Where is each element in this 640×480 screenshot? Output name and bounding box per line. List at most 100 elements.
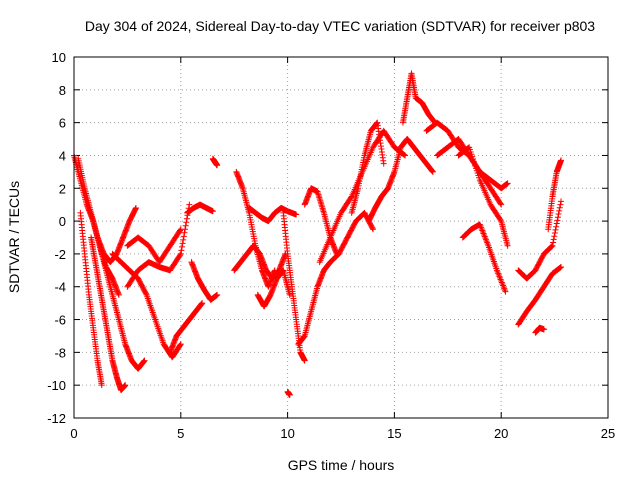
y-tick-label: -12 [47,411,66,426]
series-arc-13 [233,168,278,290]
data-point [554,214,561,221]
x-tick-label: 10 [280,426,294,441]
series-arc-22 [348,119,387,216]
series-arc-27 [455,144,511,249]
data-point [402,152,409,159]
series-arc-9 [167,300,206,356]
data-point [199,300,206,307]
y-tick-label: 10 [52,50,66,65]
data-point [286,291,293,298]
data-point [549,242,556,249]
data-point [497,216,504,223]
x-tick-label: 0 [70,426,77,441]
data-point [177,250,184,257]
chart-title: Day 304 of 2024, Sidereal Day-to-day VTE… [85,18,595,34]
data-point [553,220,560,227]
series-arc-24 [399,70,438,126]
data-point [177,227,184,234]
data-point [429,168,436,175]
y-tick-label: 4 [59,148,66,163]
data-point [369,225,376,232]
x-tick-label: 20 [494,426,508,441]
series-arc-4 [88,234,129,394]
data-point [504,242,511,249]
data-point [98,382,105,389]
series-arc-19 [295,209,377,348]
data-point [556,204,563,211]
data-point [181,229,188,236]
data-point [214,291,221,298]
data-point [555,211,562,218]
data-point [552,226,559,233]
series-arc-16 [254,267,293,310]
data-point [209,208,216,215]
data-point [286,392,293,399]
data-point [551,233,558,240]
y-tick-label: 6 [59,116,66,131]
series-arc-28 [459,221,509,295]
data-layer [71,70,565,399]
data-point [554,217,561,224]
data-point [370,226,377,233]
y-tick-label: -2 [54,247,66,262]
series-arc-3 [77,209,105,389]
y-tick-label: -10 [47,378,66,393]
series-arc-10 [184,201,216,216]
data-point [556,207,563,214]
data-point [498,201,505,208]
data-point [548,243,555,250]
y-tick-label: -6 [54,313,66,328]
data-point [551,230,558,237]
data-point [178,247,185,254]
data-point [333,250,340,257]
data-point [401,151,408,158]
data-point [177,341,184,348]
data-point [553,223,560,230]
series-arc-32 [545,157,565,233]
data-point [183,219,190,226]
data-point [548,243,555,250]
y-tick-label: 2 [59,181,66,196]
series-arc-21 [316,127,409,266]
y-tick-label: -8 [54,345,66,360]
y-tick-label: 0 [59,214,66,229]
series-arc-18 [284,388,293,399]
data-point [550,239,557,246]
series-arc-8 [124,226,184,266]
series-arc-5 [96,242,148,372]
series-arc-29 [515,198,565,282]
data-point [550,236,557,243]
data-point [380,160,387,167]
data-point [186,201,193,208]
data-point [143,290,150,297]
series-arc-23 [365,136,436,225]
data-point [180,233,187,240]
y-tick-label: -4 [54,280,66,295]
data-point [182,222,189,229]
x-axis-label: GPS time / hours [288,457,395,473]
data-point [180,236,187,243]
data-point [558,157,565,164]
data-point [132,204,139,211]
data-point [540,326,547,333]
data-point [122,382,129,389]
data-point [141,357,148,364]
y-tick-label: 8 [59,83,66,98]
series-arc-12 [209,155,221,169]
data-point [557,201,564,208]
data-point [177,342,184,349]
data-point [301,357,308,364]
series-arc-15 [246,204,300,225]
series-arc-11 [188,259,221,303]
data-point [115,291,122,298]
data-point [179,243,186,250]
plot-frame [73,56,609,419]
x-tick-label: 15 [387,426,401,441]
data-point [183,215,190,222]
grid-layer [74,57,608,418]
series-arc-31 [532,324,547,336]
data-point [504,180,511,187]
data-point [179,240,186,247]
series-arc-7 [124,201,193,290]
